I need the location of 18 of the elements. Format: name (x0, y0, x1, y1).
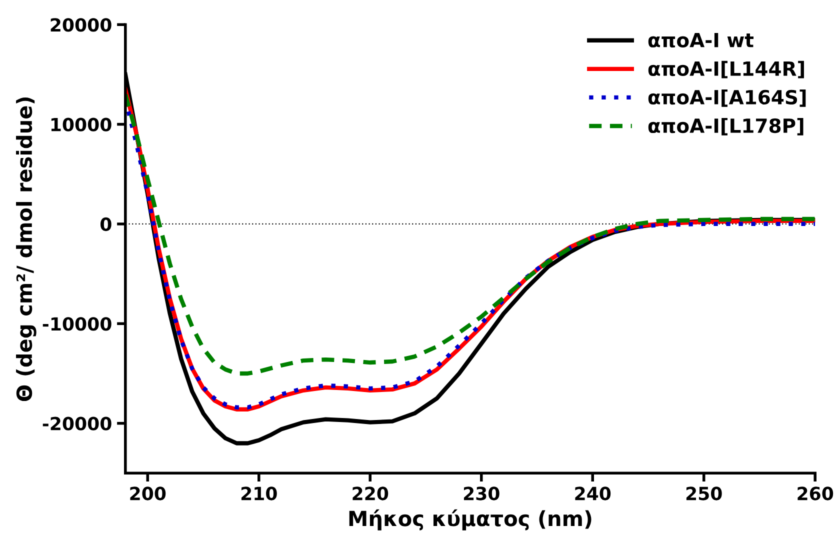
legend-label: αποA-I[L178P] (648, 118, 804, 136)
legend-label: αποA-I[A164S] (648, 89, 806, 107)
y-tick-label: -10000 (42, 317, 112, 331)
y-axis-title: Θ (deg cm²/ dmol residue) (16, 97, 36, 402)
x-tick-label: 250 (686, 486, 722, 500)
x-axis-title: Μήκος κύματος (nm) (349, 509, 592, 530)
x-tick-label: 200 (130, 486, 166, 500)
legend-label: αποA-I[L144R] (648, 60, 804, 78)
x-tick-label: 210 (241, 486, 277, 500)
y-tick-label: 0 (100, 217, 112, 232)
y-tick-label: -20000 (42, 416, 112, 430)
x-tick-label: 220 (352, 486, 388, 500)
y-tick-label: 20000 (50, 18, 112, 32)
legend-label: αποA-I wt (648, 32, 754, 48)
x-tick-label: 230 (464, 486, 500, 500)
x-tick-label: 240 (575, 486, 611, 500)
x-tick-label: 260 (798, 486, 834, 500)
y-tick-label: 10000 (51, 118, 112, 132)
